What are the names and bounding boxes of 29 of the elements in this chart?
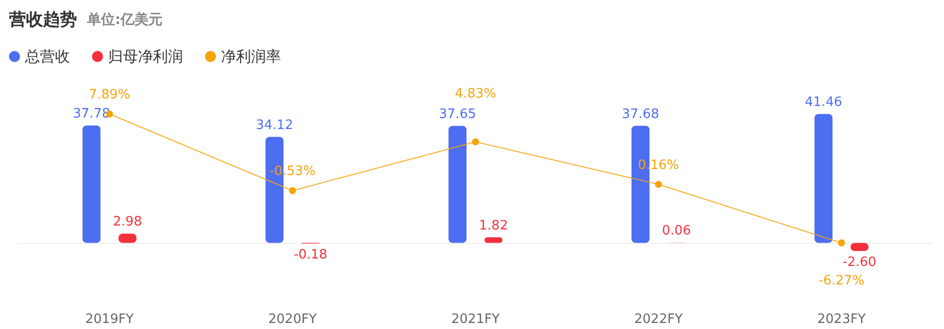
point <box>289 187 296 194</box>
x-tick-label: 2021FY <box>451 312 500 327</box>
data-label: 37.68 <box>622 106 660 122</box>
bar <box>814 114 832 243</box>
point <box>472 138 479 146</box>
data-label: -2.60 <box>842 255 876 270</box>
legend-label: 归母净利润 <box>108 48 183 66</box>
data-label: -0.18 <box>294 247 328 262</box>
data-label: 7.89% <box>88 88 130 102</box>
point <box>655 180 662 188</box>
data-label: 41.46 <box>804 95 842 110</box>
chart-title: 营收趋势 <box>8 10 77 30</box>
data-label: 37.65 <box>438 106 476 122</box>
x-tick-label: 2019FY <box>85 312 134 327</box>
x-tick-label: 2020FY <box>268 312 317 327</box>
data-label: 34.12 <box>256 118 294 133</box>
data-label: -6.27% <box>818 274 864 288</box>
legend-label: 总营收 <box>24 48 70 66</box>
data-label: 0.06 <box>662 224 691 239</box>
data-label: 1.82 <box>479 218 508 234</box>
bar <box>448 126 466 243</box>
x-tick-label: 2023FY <box>817 312 866 327</box>
data-label: 2.98 <box>113 214 142 230</box>
point <box>838 239 845 246</box>
data-label: 4.83% <box>454 86 496 102</box>
bar <box>82 125 100 243</box>
legend-label: 净利润率 <box>221 48 281 66</box>
x-tick-label: 2022FY <box>634 312 683 327</box>
chart-subtitle: 单位:亿美元 <box>86 11 163 28</box>
